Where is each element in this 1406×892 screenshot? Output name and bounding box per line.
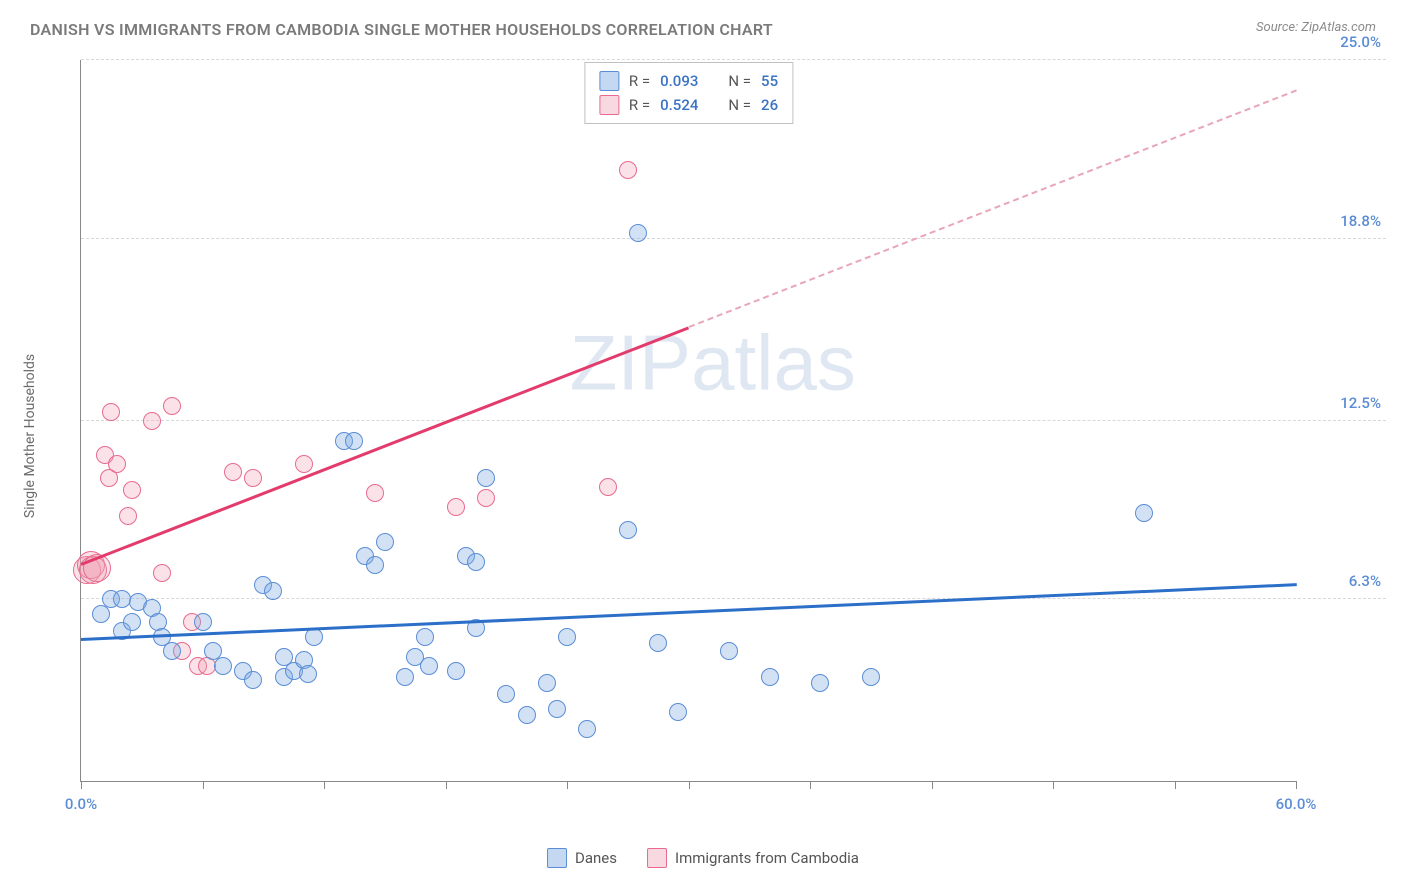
trend-line <box>80 326 689 566</box>
legend-row: R = 0.524 N = 26 <box>599 93 778 117</box>
legend-swatch <box>599 95 619 115</box>
data-point <box>420 657 438 675</box>
legend-row: R = 0.093 N = 55 <box>599 69 778 93</box>
data-point <box>102 403 120 421</box>
x-tick <box>324 781 325 789</box>
y-axis-label: Single Mother Households <box>22 354 38 518</box>
x-tick <box>1053 781 1054 789</box>
data-point <box>720 642 738 660</box>
data-point <box>264 582 282 600</box>
data-point <box>366 484 384 502</box>
legend-n-label: N = <box>728 72 751 90</box>
data-point <box>244 671 262 689</box>
data-point <box>345 432 363 450</box>
legend-n-value: 26 <box>761 96 778 114</box>
trend-line <box>689 89 1298 328</box>
chart-title: DANISH VS IMMIGRANTS FROM CAMBODIA SINGL… <box>30 20 773 39</box>
data-point <box>619 161 637 179</box>
legend-r-value: 0.093 <box>660 72 698 90</box>
data-point <box>477 469 495 487</box>
series-legend: Danes Immigrants from Cambodia <box>547 848 859 868</box>
y-tick-label: 6.3% <box>1349 572 1381 590</box>
data-point <box>1135 504 1153 522</box>
legend-item: Danes <box>547 848 617 868</box>
data-point <box>123 613 141 631</box>
data-point <box>123 481 141 499</box>
x-tick <box>1175 781 1176 789</box>
data-point <box>416 628 434 646</box>
x-tick-label: 0.0% <box>65 795 97 813</box>
legend-item: Immigrants from Cambodia <box>647 848 859 868</box>
data-point <box>163 642 181 660</box>
data-point <box>119 507 137 525</box>
x-tick-label: 60.0% <box>1276 795 1317 813</box>
y-tick-label: 12.5% <box>1340 394 1381 412</box>
data-point <box>194 613 212 631</box>
legend-r-label: R = <box>629 96 650 114</box>
legend-n-value: 55 <box>761 72 778 90</box>
x-tick <box>446 781 447 789</box>
legend-swatch <box>647 848 667 868</box>
data-point <box>548 700 566 718</box>
x-tick <box>567 781 568 789</box>
legend-r-label: R = <box>629 72 650 90</box>
gridline <box>81 59 1386 60</box>
data-point <box>108 455 126 473</box>
correlation-legend: R = 0.093 N = 55 R = 0.524 N = 26 <box>584 62 793 124</box>
data-point <box>497 685 515 703</box>
data-point <box>599 478 617 496</box>
legend-swatch <box>599 71 619 91</box>
legend-swatch <box>547 848 567 868</box>
chart-wrapper: Single Mother Households ZIPatlas R =0.0… <box>50 60 1386 812</box>
data-point <box>538 674 556 692</box>
data-point <box>376 533 394 551</box>
y-tick-label: 25.0% <box>1340 33 1381 51</box>
header: DANISH VS IMMIGRANTS FROM CAMBODIA SINGL… <box>0 0 1406 49</box>
x-tick <box>932 781 933 789</box>
gridline <box>81 420 1386 421</box>
data-point <box>163 397 181 415</box>
legend-label: Immigrants from Cambodia <box>675 849 859 867</box>
watermark-thin: atlas <box>691 318 856 406</box>
x-tick <box>689 781 690 789</box>
legend-label: Danes <box>575 849 617 867</box>
legend-n-label: N = <box>728 96 751 114</box>
data-point <box>669 703 687 721</box>
x-tick <box>810 781 811 789</box>
data-point <box>244 469 262 487</box>
watermark: ZIPatlas <box>570 317 856 408</box>
data-point <box>619 521 637 539</box>
x-tick <box>203 781 204 789</box>
data-point <box>518 706 536 724</box>
data-point <box>649 634 667 652</box>
data-point <box>299 665 317 683</box>
data-point <box>629 224 647 242</box>
data-point <box>862 668 880 686</box>
data-point <box>214 657 232 675</box>
data-point <box>761 668 779 686</box>
data-point <box>578 720 596 738</box>
data-point <box>366 556 384 574</box>
y-tick-label: 18.8% <box>1340 212 1381 230</box>
legend-r-value: 0.524 <box>660 96 698 114</box>
data-point <box>811 674 829 692</box>
data-point <box>113 590 131 608</box>
data-point <box>447 662 465 680</box>
data-point <box>153 564 171 582</box>
x-tick <box>1296 781 1297 789</box>
data-point <box>295 455 313 473</box>
data-point <box>467 553 485 571</box>
data-point <box>143 412 161 430</box>
plot-area: ZIPatlas R =0.093N =55R =0.524N =26 6.3%… <box>80 60 1296 782</box>
data-point <box>477 489 495 507</box>
data-point <box>396 668 414 686</box>
data-point <box>447 498 465 516</box>
data-point <box>558 628 576 646</box>
gridline <box>81 238 1386 239</box>
x-tick <box>81 781 82 789</box>
data-point <box>224 463 242 481</box>
